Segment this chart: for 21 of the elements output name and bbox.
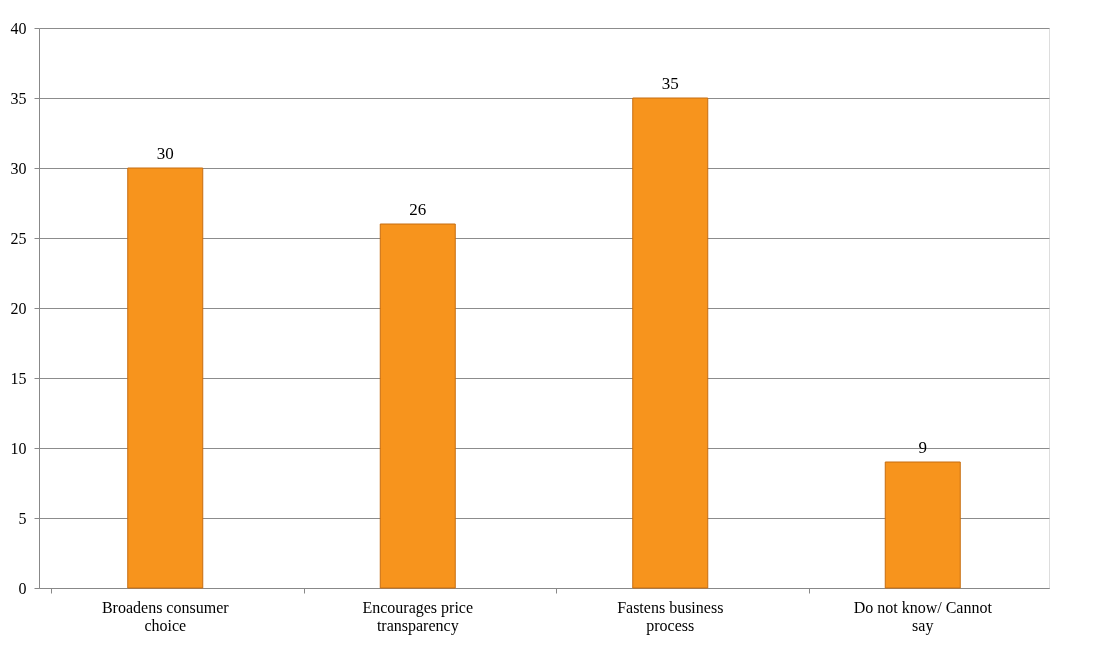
x-tick-label: Encourages price transparency (362, 598, 474, 635)
y-tick-label: 40 (10, 19, 27, 37)
y-tick-label: 25 (10, 229, 27, 247)
x-tick-label: Fastens business process (617, 598, 724, 635)
y-tick-label: 10 (10, 439, 27, 457)
data-label: 9 (918, 438, 927, 457)
bar (632, 97, 709, 589)
y-tick-label: 30 (10, 159, 27, 177)
bar (884, 461, 961, 589)
data-label: 26 (409, 200, 427, 219)
y-tick-label: 35 (10, 89, 27, 107)
y-tick-label: 15 (10, 369, 27, 387)
x-tick-label: Broadens consumer choice (101, 598, 230, 634)
x-tick-label: Do not know/ Cannot say (853, 598, 993, 635)
data-label: 30 (156, 144, 174, 163)
bar (379, 223, 456, 589)
y-tick-label: 0 (18, 579, 27, 597)
y-tick-label: 20 (10, 299, 27, 317)
data-label: 35 (661, 74, 679, 93)
y-tick-label: 5 (18, 509, 27, 527)
bar (127, 167, 204, 589)
